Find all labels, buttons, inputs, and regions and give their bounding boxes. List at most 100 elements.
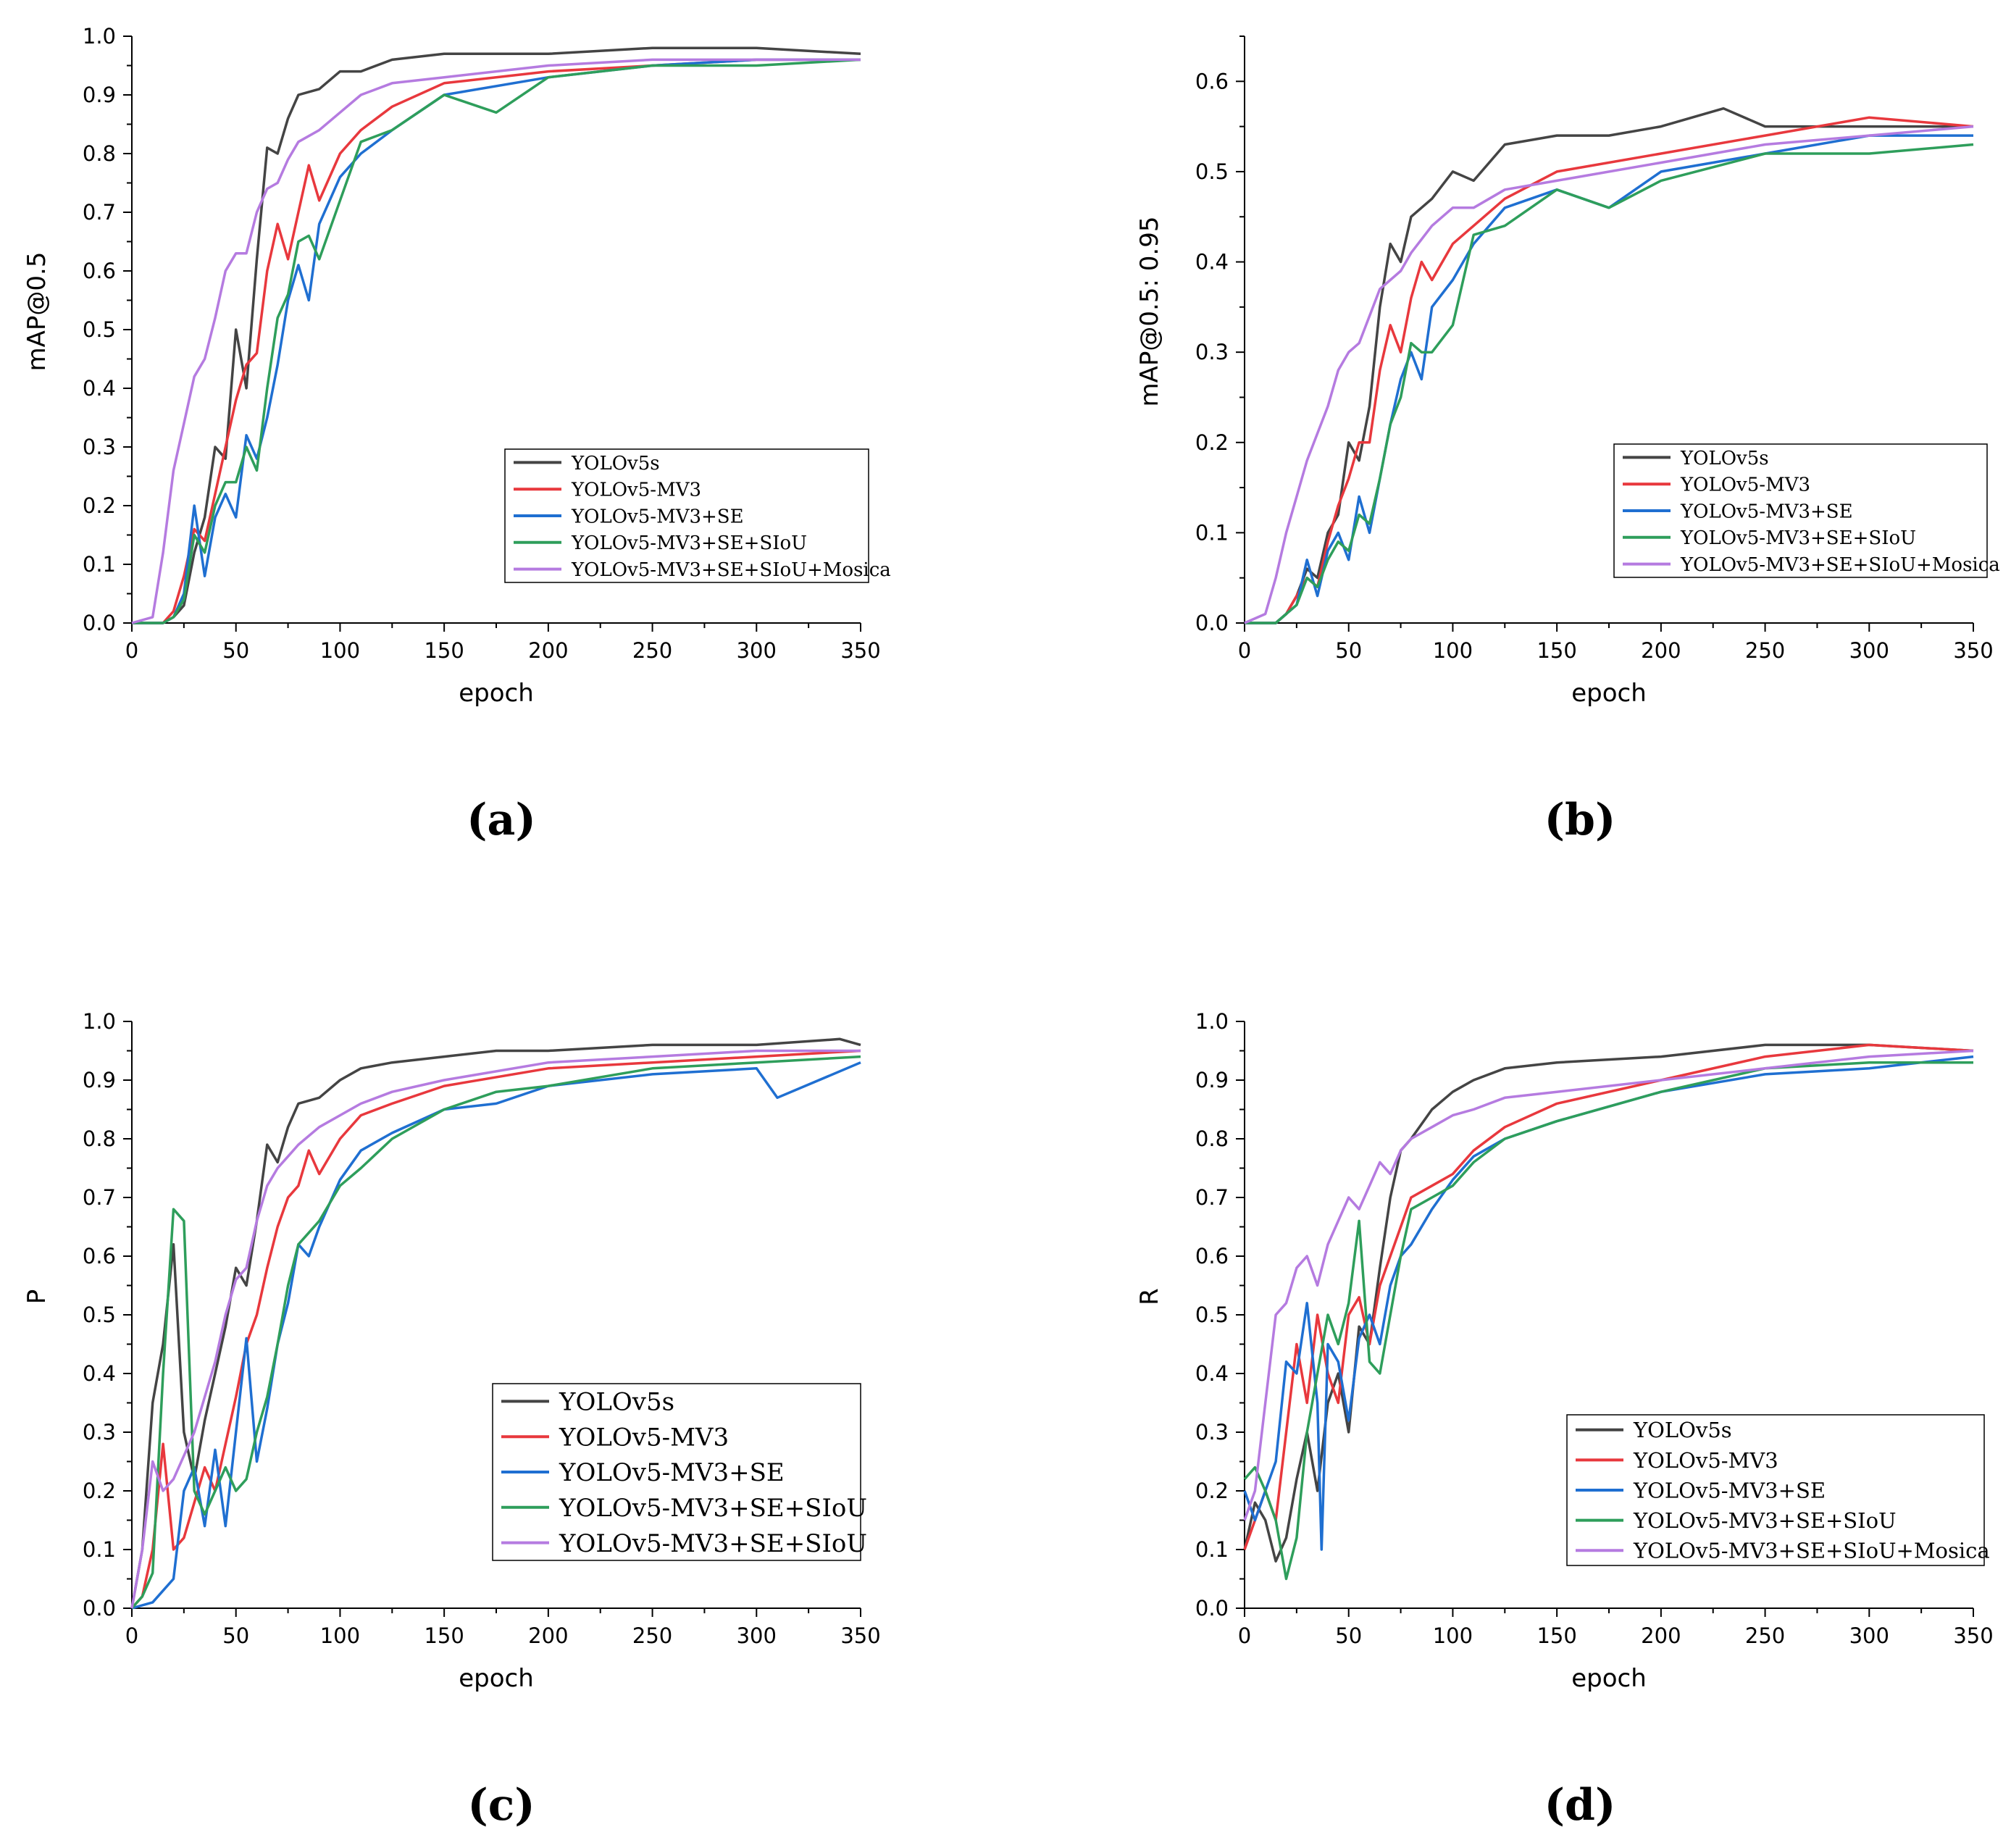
panel-d-series-line-4	[1243, 1061, 1973, 1581]
panel-a-caption: (a)	[467, 795, 536, 845]
panel-c: (c) epoch P 0 50 100 150 200 250 300 350 0.0 0.1 0…	[22, 1009, 881, 1831]
panel-b-series-line-5	[1244, 125, 1974, 624]
panel-a-x-tick-label: 250	[632, 638, 672, 663]
panel-b-y-tick-label: 0.1	[1195, 520, 1229, 545]
panel-a-legend-label: YOLOv5-MV3	[571, 480, 701, 501]
panel-b-xlabel: epoch	[1571, 679, 1647, 708]
panel-c-x-tick-label: 150	[424, 1623, 464, 1648]
panel-d: (d) epoch R 0 50 100 150 200 250 300 350 0.0 0.1 0…	[1135, 1009, 1994, 1831]
panel-c-y-tick-label: 0.9	[83, 1068, 116, 1092]
panel-a-legend-label: YOLOv5-MV3+SE	[571, 506, 744, 527]
panel-b-y-tick-label: 0.6	[1195, 69, 1229, 93]
panel-c-x-tick-label: 300	[737, 1623, 777, 1648]
panel-c-y-tick-label: 1.0	[83, 1009, 116, 1034]
panel-c-x-tick-label: 50	[222, 1623, 249, 1648]
panel-a-y-tick-label: 0.8	[83, 141, 116, 166]
panel-a-x-tick-label: 300	[737, 638, 777, 663]
panel-d-legend-label: YOLOv5s	[1633, 1418, 1732, 1442]
panel-d-legend-label: YOLOv5-MV3	[1633, 1448, 1778, 1473]
panel-c-ylabel: P	[22, 1289, 51, 1305]
panel-a-series-line-1	[132, 46, 861, 624]
panel-b-legend	[1613, 443, 1988, 578]
panel-d-y-tick-label: 0.5	[1195, 1303, 1229, 1327]
panel-b-legend-label: YOLOv5-MV3+SE+SIoU	[1680, 527, 1916, 549]
panel-c-x-tick-label: 200	[528, 1623, 568, 1648]
panel-d-series-line-2	[1243, 1043, 1974, 1550]
panel-a-legend-label: YOLOv5-MV3+SE+SIoU	[571, 532, 807, 554]
panel-d-y-tick-label: 0.9	[1195, 1068, 1229, 1092]
panel-b-x-tick-label: 250	[1745, 638, 1785, 663]
panel-b-x-tick-label: 50	[1335, 638, 1362, 663]
panel-d-legend	[1566, 1414, 1985, 1566]
panel-c-y-tick-label: 0.5	[83, 1303, 116, 1327]
panel-c-x-tick-label: 250	[632, 1623, 672, 1648]
panel-b-x-tick-label: 300	[1849, 638, 1889, 663]
panel-a-y-tick-label: 0.5	[83, 317, 116, 342]
panel-d-x-tick-label: 0	[1238, 1623, 1251, 1648]
panel-c-series-line-1	[130, 1037, 861, 1609]
panel-d-series-line-1	[1243, 1043, 1974, 1563]
panel-b-y-tick-label: 0.5	[1195, 159, 1229, 184]
panel-a-legend-label: YOLOv5-MV3+SE+SIoU+Mosica	[571, 559, 891, 581]
panel-d-legend-label: YOLOv5-MV3+SE	[1633, 1478, 1826, 1502]
panel-a-y-tick-label: 0.2	[83, 493, 116, 518]
panel-d-x-tick-label: 200	[1641, 1623, 1681, 1648]
panel-c-y-tick-label: 0.8	[83, 1126, 116, 1151]
panel-b-ylabel: mAP@0.5: 0.95	[1135, 217, 1164, 407]
panel-c-series-line-3	[131, 1061, 861, 1610]
panel-d-y-tick-label: 0.2	[1195, 1479, 1229, 1503]
panel-c-y-tick-label: 0.1	[83, 1537, 116, 1562]
panel-c-x-tick-label: 100	[320, 1623, 360, 1648]
panel-d-y-tick-label: 0.3	[1195, 1420, 1229, 1444]
panel-a-x-tick-label: 100	[320, 638, 360, 663]
panel-b-legend-label: YOLOv5-MV3+SE+SIoU+Mosica	[1680, 554, 2000, 576]
panel-b-caption: (b)	[1544, 795, 1616, 845]
panel-d-y-tick-label: 0.6	[1195, 1244, 1229, 1268]
panel-b-x-tick-label: 150	[1537, 638, 1576, 663]
panel-c-series-line-4	[130, 1055, 861, 1610]
panel-b-x-tick-label: 100	[1433, 638, 1473, 663]
panel-b: (b) epoch mAP@0.5: 0.95 0 50 100 150 200 250 3…	[1135, 35, 2000, 845]
panel-c-y-tick-label: 0.6	[83, 1244, 116, 1268]
panel-d-y-tick-label: 0.8	[1195, 1126, 1229, 1151]
panel-d-y-tick-label: 1.0	[1195, 1009, 1229, 1034]
panel-c-legend-label: YOLOv5-MV3+SE+SIoU	[559, 1529, 867, 1558]
panel-a-legend	[504, 448, 869, 583]
panel-a-y-tick-label: 0.9	[83, 83, 116, 107]
panel-d-x-tick-label: 350	[1953, 1623, 1993, 1648]
panel-b-y-tick-label: 0.3	[1195, 340, 1229, 364]
panel-a-series-line-5	[131, 58, 861, 624]
panel-c-series-line-5	[130, 1049, 861, 1609]
panel-d-y-tick-label: 0.1	[1195, 1537, 1229, 1562]
panel-d-x-tick-label: 300	[1849, 1623, 1889, 1648]
panel-c-legend-label: YOLOv5-MV3	[559, 1423, 729, 1452]
panel-a-y-tick-label: 0.6	[83, 259, 116, 283]
panel-d-ylabel: R	[1135, 1288, 1164, 1305]
panel-c-y-tick-label: 0.7	[83, 1185, 116, 1210]
panel-a-x-tick-label: 200	[528, 638, 568, 663]
panel-a-ylabel: mAP@0.5	[22, 252, 51, 372]
panel-a-y-tick-label: 0.3	[83, 435, 116, 459]
panel-a-xlabel: epoch	[459, 679, 534, 708]
panel-d-x-tick-label: 150	[1537, 1623, 1576, 1648]
panel-d-xlabel: epoch	[1571, 1664, 1647, 1693]
panel-a-series-line-4	[132, 58, 861, 624]
panel-d-y-tick-label: 0.0	[1195, 1596, 1229, 1621]
panel-b-y-tick-label: 0.4	[1195, 250, 1229, 275]
panel-b-legend-label: YOLOv5-MV3+SE	[1680, 501, 1853, 522]
panel-b-series-line-4	[1245, 143, 1974, 624]
panel-b-y-tick-label: 0.2	[1195, 430, 1229, 455]
panel-d-series-line-5	[1243, 1049, 1974, 1521]
panel-a-x-tick-label: 0	[125, 638, 138, 663]
panel-c-y-tick-label: 0.2	[83, 1479, 116, 1503]
panel-d-y-tick-label: 0.4	[1195, 1361, 1229, 1386]
panel-d-caption: (d)	[1544, 1780, 1616, 1831]
panel-c-legend-label: YOLOv5s	[559, 1388, 674, 1417]
panel-b-x-tick-label: 350	[1953, 638, 1993, 663]
panel-d-x-tick-label: 50	[1335, 1623, 1362, 1648]
panel-d-legend-label: YOLOv5-MV3+SE+SIoU	[1633, 1508, 1897, 1533]
panel-d-legend-label: YOLOv5-MV3+SE+SIoU+Mosica	[1633, 1539, 1990, 1563]
panel-a-x-tick-label: 350	[840, 638, 880, 663]
panel-d-x-tick-label: 100	[1433, 1623, 1473, 1648]
